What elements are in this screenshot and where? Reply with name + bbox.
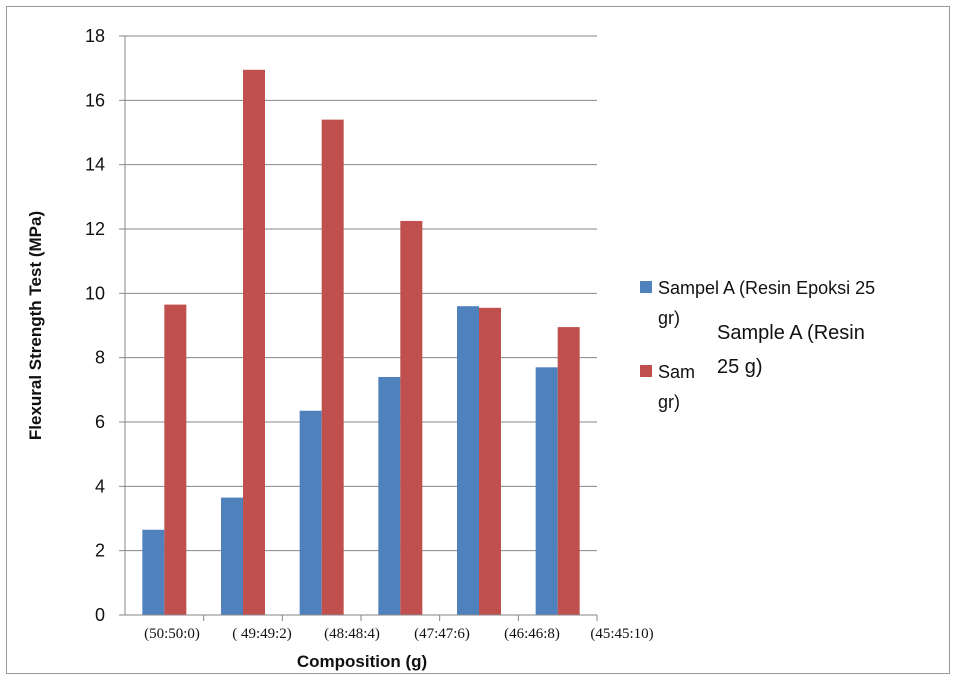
y-axis-title: Flexural Strength Test (MPa) [26, 211, 45, 440]
bar-series-a [535, 367, 558, 615]
legend-item-series-a: Sampel A (Resin Epoksi 25 [640, 278, 875, 299]
legend-item-series-b: Sam [640, 362, 695, 383]
y-tick-label: 12 [85, 219, 105, 239]
y-tick-label: 6 [95, 412, 105, 432]
bar-series-b [557, 327, 580, 615]
x-tick-label: ( 49:49:2) [232, 626, 292, 642]
y-tick-label: 16 [85, 90, 105, 110]
bar-series-a [221, 497, 243, 615]
y-tick-label: 18 [85, 26, 105, 46]
x-tick-label: (45:45:10) [590, 626, 653, 642]
bar-series-a [142, 529, 165, 615]
x-tick-label: (47:47:6) [414, 626, 470, 642]
y-tick-label: 4 [95, 476, 105, 496]
y-tick-label: 14 [85, 155, 105, 175]
x-tick-label: (50:50:0) [144, 626, 200, 642]
x-tick-labels: (50:50:0) ( 49:49:2) (48:48:4) (47:47:6) (46… [144, 626, 654, 642]
overlay-text-line2: 25 g) [713, 352, 767, 382]
bar-series-b [479, 307, 501, 615]
legend-swatch-series-a [640, 281, 652, 294]
legend-label-series-a-line2: gr) [658, 308, 680, 328]
x-axis-title: Composition (g) [297, 652, 427, 671]
bar-series-b [321, 119, 344, 615]
bar-series-a [378, 376, 401, 615]
y-tick-label: 10 [85, 283, 105, 303]
overlay-text-line1: Sample A (Resin [713, 318, 869, 348]
legend-label-series-b-line1: Sam [658, 362, 696, 382]
bar-series-b [400, 220, 423, 616]
bar-series-a [299, 410, 322, 615]
y-tick-label: 8 [95, 348, 105, 368]
legend-label-series-b-line2: gr) [658, 392, 680, 412]
x-tick-label: (46:46:8) [504, 626, 560, 642]
x-tick-label: (48:48:4) [324, 626, 380, 642]
legend-item-series-b-wrap: gr) [658, 392, 680, 413]
legend-swatch-series-b [640, 365, 652, 378]
y-tick-labels: 0 2 4 6 8 10 12 14 16 18 [85, 26, 105, 625]
bar-series [142, 69, 580, 616]
bar-series-b [164, 304, 187, 615]
legend-label-series-a-line1: Sampel A (Resin Epoksi 25 [658, 278, 876, 298]
y-tick-label: 2 [95, 541, 105, 561]
gridlines [119, 35, 598, 621]
bar-series-b [243, 69, 265, 615]
y-tick-label: 0 [95, 605, 105, 625]
bar-series-a [457, 306, 479, 615]
legend-item-series-a-wrap: gr) [658, 308, 680, 329]
